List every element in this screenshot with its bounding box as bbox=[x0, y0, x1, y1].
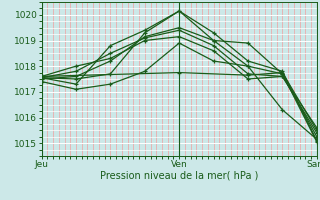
X-axis label: Pression niveau de la mer( hPa ): Pression niveau de la mer( hPa ) bbox=[100, 171, 258, 181]
